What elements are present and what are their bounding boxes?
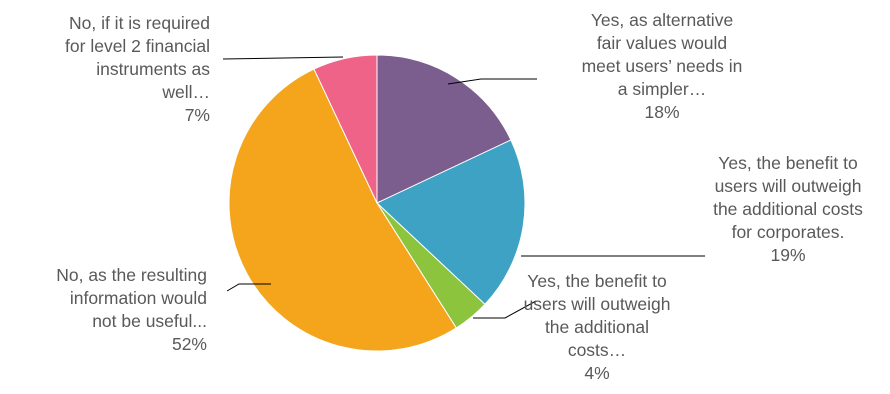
leader-lines: [222, 56, 705, 319]
label-line: for corporates.: [732, 222, 845, 242]
data-label-1: Yes, as alternative fair values would meet…: [582, 10, 743, 122]
percent-label: 52%: [172, 334, 207, 354]
percent-label: 7%: [185, 105, 210, 125]
label-line: costs…: [568, 340, 626, 360]
data-label-4: No, as the resulting information would not…: [56, 265, 207, 354]
label-line: users will outweigh: [715, 176, 862, 196]
label-line: meet users’ needs in: [582, 56, 743, 76]
label-line: the additional costs: [713, 199, 863, 219]
leader-line-5: [222, 56, 344, 60]
leader-line-1: [447, 78, 537, 85]
label-line: No, as the resulting: [56, 265, 207, 285]
data-label-2: Yes, the benefit to users will outweigh th…: [713, 153, 863, 265]
pie-slice-4: [228, 68, 457, 352]
label-line: the additional: [545, 317, 649, 337]
data-label-5: No, if it is required for level 2 financi…: [65, 13, 210, 125]
label-line: for level 2 financial: [65, 36, 210, 56]
data-labels: Yes, as alternative fair values would meet…: [56, 10, 863, 383]
leader-line-4: [226, 283, 271, 292]
label-line: Yes, the benefit to: [718, 153, 857, 173]
percent-label: 19%: [770, 245, 805, 265]
label-line: a simpler…: [618, 79, 707, 99]
label-line: fair values would: [597, 33, 727, 53]
label-line: users will outweigh: [524, 294, 671, 314]
label-line: No, if it is required: [69, 13, 210, 33]
label-line: Yes, the benefit to: [527, 271, 666, 291]
pie-slice-1: [376, 54, 512, 204]
percent-label: 4%: [584, 363, 609, 383]
label-line: instruments as: [96, 59, 210, 79]
label-line: well…: [161, 82, 210, 102]
percent-label: 18%: [644, 102, 679, 122]
label-line: Yes, as alternative: [591, 10, 733, 30]
pie-slices: [228, 54, 526, 352]
leader-line-3: [473, 300, 537, 319]
pie-slice-5: [313, 54, 378, 204]
pie-slice-2: [376, 139, 526, 306]
label-line: information would: [70, 288, 207, 308]
label-line: not be useful...: [92, 311, 207, 331]
data-label-3: Yes, the benefit to users will outweigh th…: [524, 271, 671, 383]
